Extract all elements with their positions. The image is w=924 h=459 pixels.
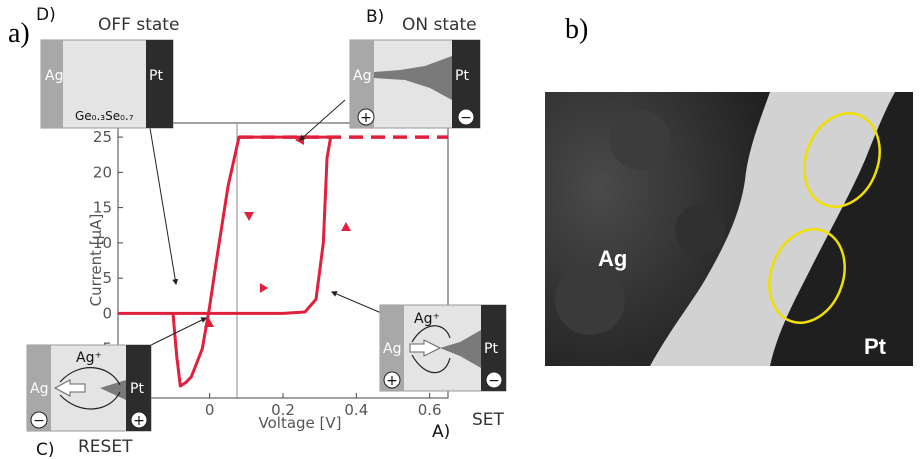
- set-ag-label: Ag: [383, 341, 401, 357]
- set-filament: [440, 330, 481, 368]
- x-tick-label: 0: [205, 401, 215, 419]
- off-state-box: D) OFF state Ag Pt Ge₀.₃Se₀.₇: [36, 5, 179, 129]
- panel-b-label: b): [565, 14, 589, 45]
- set-pt-label: Pt: [484, 341, 498, 357]
- off-pt-electrode: [146, 40, 173, 128]
- reset-ion-label: Ag⁺: [76, 350, 102, 366]
- x-axis-label: Voltage [V]: [259, 414, 342, 432]
- direction-arrow-down: [244, 212, 254, 221]
- off-pt-label: Pt: [149, 68, 163, 84]
- off-ag-label: Ag: [45, 68, 63, 84]
- panel-a-label: a): [8, 18, 30, 49]
- on-state-title: ON state: [402, 15, 477, 35]
- reset-plus-sign: +: [133, 413, 145, 429]
- tem-ag-grain: [675, 205, 725, 255]
- on-ag-label: Ag: [353, 68, 371, 84]
- set-minus-sign: −: [488, 373, 500, 389]
- y-tick-label: 20: [93, 163, 112, 181]
- x-tick-label: 0.6: [418, 401, 442, 419]
- on-plus-icon: [357, 108, 375, 126]
- set-state-box: Ag⁺ Ag Pt + − A) SET: [379, 304, 507, 442]
- set-plus-sign: +: [386, 373, 398, 389]
- y-tick-labels: -10-50510152025: [88, 128, 123, 393]
- set-state-title: SET: [472, 410, 505, 430]
- off-material-label: Ge₀.₃Se₀.₇: [75, 109, 134, 123]
- tem-image: Ag Pt: [545, 92, 913, 366]
- reset-pt-label: Pt: [130, 381, 144, 397]
- on-state-box: B) ON state Ag Pt + −: [349, 7, 481, 129]
- off-ag-electrode: [41, 40, 63, 128]
- y-tick-label: 10: [93, 234, 112, 252]
- tem-highlight-circle-bottom: [768, 227, 846, 325]
- set-state-letter: A): [432, 422, 450, 442]
- tem-highlight-circle-top: [803, 111, 881, 209]
- tem-pt-label: Pt: [864, 334, 887, 359]
- on-minus-sign: −: [460, 110, 472, 126]
- reset-minus-icon: [30, 411, 48, 429]
- y-tick-label: 25: [93, 128, 112, 146]
- x-tick-label: 0.4: [344, 401, 368, 419]
- tem-ag-grain: [555, 265, 625, 335]
- reset-ion-path-bottom: [59, 391, 121, 410]
- reset-arrow-icon: [53, 379, 86, 397]
- set-arrow-icon: [409, 339, 442, 357]
- pointer-reset: [144, 317, 208, 349]
- tem-ag-grain: [610, 110, 670, 170]
- pointer-on: [299, 99, 346, 141]
- reset-state-box: Ag⁺ Ag Pt − + C) RESET: [26, 344, 152, 459]
- tem-ag-label: Ag: [598, 246, 627, 271]
- y-tick-label: 5: [102, 269, 112, 287]
- on-state-letter: B): [366, 7, 384, 27]
- direction-arrow-up: [341, 222, 351, 231]
- reset-ag-label: Ag: [30, 381, 48, 397]
- reset-minus-sign: −: [33, 413, 45, 429]
- set-ion-path-top: [411, 325, 451, 343]
- x-tick-label: 0.2: [271, 401, 295, 419]
- on-minus-icon: [457, 108, 475, 126]
- off-state-letter: D): [36, 5, 56, 25]
- reset-ion-path-top: [59, 367, 121, 386]
- reset-plus-icon: [130, 411, 148, 429]
- set-ion-label: Ag⁺: [414, 311, 440, 327]
- set-plus-icon: [383, 371, 401, 389]
- series-layer: [118, 135, 448, 388]
- y-axis-label: Current [µA]: [87, 214, 105, 307]
- on-pt-label: Pt: [455, 68, 469, 84]
- y-tick-label: 15: [93, 199, 112, 217]
- tem-pt-region: [770, 92, 913, 366]
- on-plus-sign: +: [360, 110, 372, 126]
- direction-arrow-forward: [260, 283, 268, 293]
- pointer-off: [149, 127, 179, 286]
- on-filament: [374, 56, 452, 100]
- set-minus-icon: [485, 371, 503, 389]
- direction-arrow-reset: [204, 318, 214, 327]
- reset-state-letter: C): [36, 440, 55, 459]
- set-ion-path-bottom: [411, 354, 451, 374]
- off-state-title: OFF state: [98, 15, 179, 35]
- reset-state-title: RESET: [78, 437, 133, 457]
- y-tick-label: 0: [102, 304, 112, 322]
